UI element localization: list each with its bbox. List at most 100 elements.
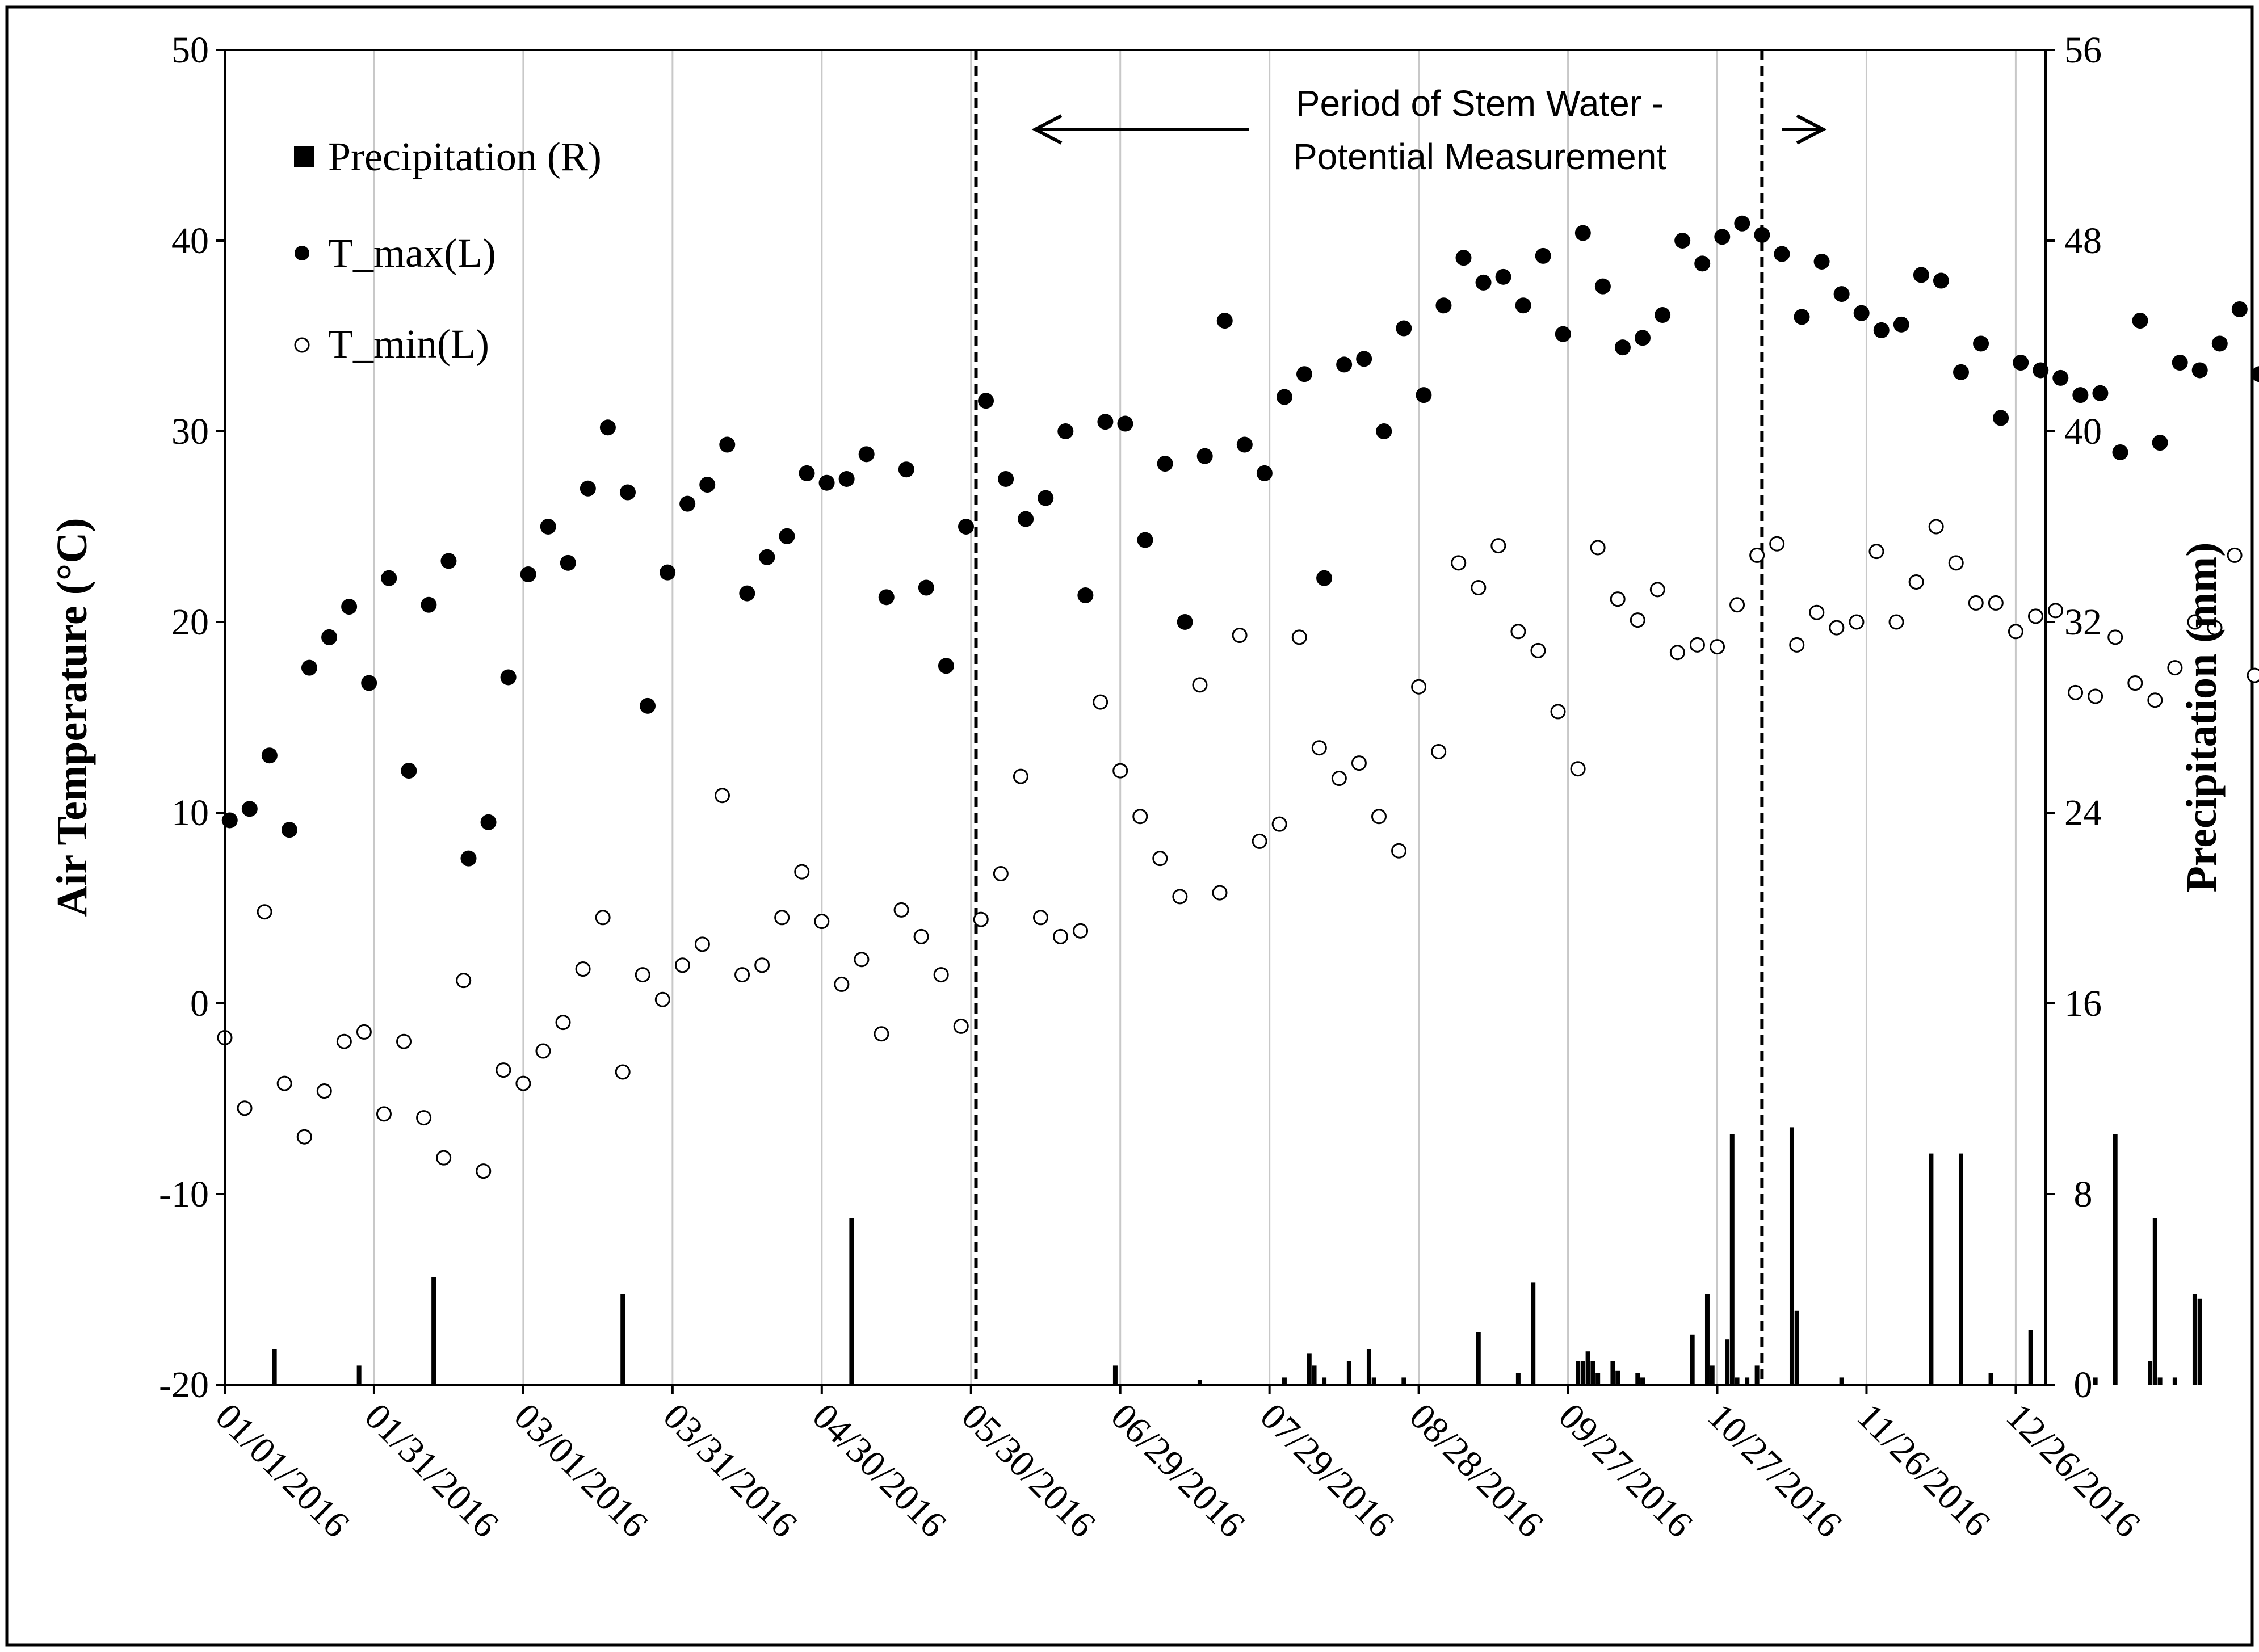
precip-bar: [1401, 1377, 1406, 1385]
tmin-point: [635, 967, 650, 983]
precip-bar: [1476, 1332, 1481, 1385]
tmin-point: [555, 1015, 571, 1031]
tmax-point: [938, 658, 954, 674]
tmax-point: [1933, 272, 1949, 289]
tmin-point: [316, 1083, 332, 1099]
precip-bar: [1585, 1351, 1590, 1385]
tmin-point: [1451, 555, 1467, 571]
tmin-point: [654, 991, 670, 1007]
tmin-point: [953, 1018, 969, 1034]
precip-bar: [1615, 1370, 1620, 1385]
tmin-point: [456, 973, 472, 989]
legend-tmax-marker: [295, 246, 309, 260]
tmin-point: [1928, 519, 1944, 535]
tmin-point: [1968, 595, 1984, 611]
tmax-point: [2112, 444, 2128, 460]
right-axis-ticks: 0 8 16 24 32 40 48 56: [2046, 30, 2102, 1406]
legend: Precipitation (R) T_max(L) T_min(L): [294, 134, 602, 367]
tmin-point: [1371, 809, 1387, 825]
precip-bar: [2172, 1377, 2177, 1385]
left-tick-label: 0: [190, 983, 209, 1024]
tmax-point: [1216, 313, 1233, 329]
precip-bar: [1312, 1365, 1317, 1385]
precip-bar: [1346, 1361, 1351, 1385]
tmin-point: [1769, 536, 1785, 552]
tmin-point: [2127, 675, 2143, 691]
tmax-point: [1694, 255, 1711, 272]
precip-bar: [1197, 1380, 1202, 1385]
tmax-point: [1396, 320, 1412, 337]
tmin-point: [1630, 612, 1645, 628]
tmin-point: [993, 866, 1009, 882]
precip-bar: [1789, 1127, 1794, 1385]
tmin-point: [1550, 704, 1566, 720]
legend-tmin-label: T_min(L): [328, 321, 489, 367]
precip-bar: [1690, 1334, 1695, 1385]
tmin-point: [2147, 692, 2163, 708]
tmax-point: [699, 477, 716, 493]
tmax-point: [619, 484, 636, 501]
tmin-point: [2048, 603, 2064, 619]
tmin-point: [1988, 595, 2004, 611]
precip-bar: [1735, 1377, 1740, 1385]
tmin-point: [1729, 597, 1745, 613]
right-tick-label: 16: [2064, 983, 2102, 1024]
tmax-point: [2072, 387, 2089, 403]
precip-bar: [1371, 1377, 1376, 1385]
tmin-point: [1868, 544, 1884, 560]
tmin-point: [2207, 620, 2223, 636]
tmin-point: [1192, 677, 1208, 693]
tmax-point: [540, 519, 556, 535]
annotation-arrow-left-head: [1031, 114, 1063, 145]
tmin-point: [694, 936, 710, 952]
tmax-point: [1754, 226, 1770, 243]
precip-bar: [1515, 1373, 1521, 1385]
tmax-point: [560, 554, 576, 571]
precip-bar: [1745, 1377, 1750, 1385]
precip-bar: [1322, 1377, 1327, 1385]
left-tick-label: 20: [171, 602, 209, 643]
precip-bar: [1580, 1361, 1585, 1385]
tmax-point: [2211, 335, 2228, 352]
precip-bar: [2028, 1330, 2033, 1385]
tmin-point: [1073, 923, 1089, 939]
tmax-point: [878, 589, 895, 606]
tmin-point: [2008, 624, 2023, 640]
precip-bar: [1704, 1294, 1710, 1385]
tmin-point: [774, 910, 790, 926]
tmax-point: [440, 553, 457, 569]
precip-bar: [1794, 1310, 1799, 1385]
tmin-point: [1132, 809, 1148, 825]
tmax-point: [1993, 410, 2009, 426]
tmax-point: [759, 549, 775, 565]
tmin-point: [416, 1110, 432, 1126]
precip-bar: [2093, 1377, 2098, 1385]
tmin-point: [1013, 768, 1028, 784]
precip-bar: [1307, 1353, 1312, 1385]
tmax-point: [2092, 385, 2109, 401]
precip-bar: [1595, 1373, 1601, 1385]
tmax-point: [321, 629, 338, 645]
tmin-point: [1032, 910, 1048, 926]
precip-bar: [1839, 1377, 1844, 1385]
period-annotation: Period of Stem Water - Potential Measure…: [1031, 83, 1827, 177]
tmin-point: [1411, 679, 1427, 695]
precip-bar: [1958, 1153, 1963, 1385]
left-tick-label: 30: [171, 411, 209, 452]
tmax-point: [1774, 246, 1790, 262]
tmin-point: [1610, 591, 1626, 607]
precip-bar: [272, 1349, 277, 1385]
tmin-point: [595, 910, 611, 926]
precip-bar: [1988, 1373, 1993, 1385]
precipitation-bars: [272, 1127, 2202, 1385]
legend-precip-label: Precipitation (R): [328, 134, 602, 179]
right-tick-label: 32: [2064, 602, 2102, 643]
tmin-point: [476, 1163, 492, 1179]
tmin-point: [1152, 851, 1168, 867]
tmin-point: [1829, 620, 1845, 636]
tmin-point: [1271, 816, 1287, 832]
tmin-point: [1391, 843, 1407, 859]
tmin-point: [515, 1075, 531, 1091]
tmin-point: [1590, 540, 1606, 556]
